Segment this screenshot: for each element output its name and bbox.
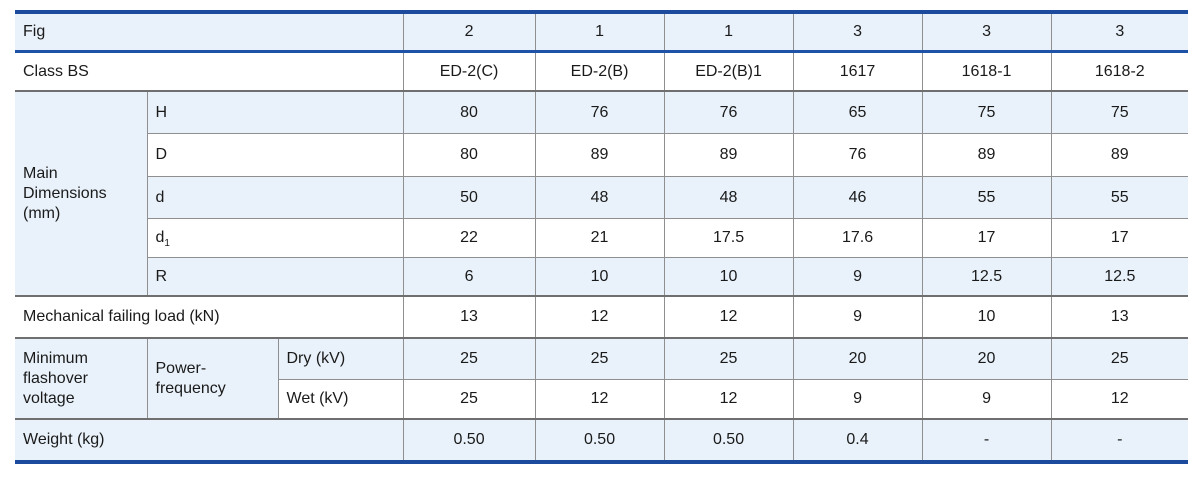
value-cell: 12 [663,296,794,338]
value-cell: 3 [1050,12,1189,52]
value-cell: 20 [792,338,923,380]
table-row-flashover-wet: Wet (kV) 25 12 12 9 9 12 [15,379,1189,419]
param-label-d1-base: d [155,229,165,246]
value-cell: ED-2(B)1 [663,51,794,91]
value-cell: 6 [402,257,536,296]
sub-label-power-frequency: Power-frequency [146,338,278,419]
spec-table: Fig 2 1 1 3 3 3 Class BS ED-2(C) ED-2(B)… [15,10,1189,464]
param-label-d1: d1 [146,218,404,258]
table-row-dim-d-low: d 50 48 48 46 55 55 [15,176,1189,219]
value-cell: 75 [1050,91,1189,134]
value-cell: 21 [534,218,665,258]
value-cell: 20 [921,338,1052,380]
value-cell: 10 [921,296,1052,338]
value-cell: 13 [1050,296,1189,338]
value-cell: 75 [921,91,1052,134]
value-cell: 25 [534,338,665,380]
value-cell: 65 [792,91,923,134]
value-cell: 0.50 [402,419,536,462]
table-row-dim-d-cap: D 80 89 89 76 89 89 [15,133,1189,177]
table-row-fig: Fig 2 1 1 3 3 3 [15,12,1189,52]
value-cell: 12 [534,379,665,419]
value-cell: 10 [534,257,665,296]
table-row-class-bs: Class BS ED-2(C) ED-2(B) ED-2(B)1 1617 1… [15,51,1189,91]
value-cell: 10 [663,257,794,296]
value-cell: 9 [792,296,923,338]
value-cell: 9 [921,379,1052,419]
param-label-dry: Dry (kV) [277,338,404,380]
table-row-weight: Weight (kg) 0.50 0.50 0.50 0.4 - - [15,419,1189,462]
value-cell: 89 [921,133,1052,177]
row-label-class-bs: Class BS [23,62,89,80]
value-cell: - [921,419,1052,462]
value-cell: 76 [663,91,794,134]
value-cell: 50 [402,176,536,219]
value-cell: 12 [1050,379,1189,419]
value-cell: 46 [792,176,923,219]
table-row-flashover-dry: Minimum flashover voltage Power-frequenc… [15,338,1189,419]
value-cell: 0.50 [534,419,665,462]
row-label-mechanical-load: Mechanical failing load (kN) [23,308,220,325]
param-label-r: R [146,257,404,296]
value-cell: 1618-2 [1050,51,1189,91]
value-cell: 12 [663,379,794,419]
value-cell: 76 [792,133,923,177]
value-cell: 25 [1050,338,1189,380]
value-cell: 76 [534,91,665,134]
value-cell: 89 [1050,133,1189,177]
table-row-mechanical-load: Mechanical failing load (kN) 13 12 12 9 … [15,296,1189,338]
value-cell: 80 [402,133,536,177]
value-cell: 17.5 [663,218,794,258]
value-cell: 25 [402,379,536,419]
value-cell: 1617 [792,51,923,91]
value-cell: 89 [534,133,665,177]
row-label-fig: Fig [15,12,404,52]
value-cell: 55 [1050,176,1189,219]
value-cell: 25 [402,338,536,380]
value-cell: 13 [402,296,536,338]
value-cell: 2 [402,12,536,52]
value-cell: 80 [402,91,536,134]
param-label-h: H [146,91,404,134]
table-row-dim-d1: d1 22 21 17.5 17.6 17 17 [15,218,1189,258]
value-cell: 1618-1 [921,51,1052,91]
param-label-d1-subscript: 1 [164,238,170,250]
value-cell: 55 [921,176,1052,219]
value-cell: 1 [663,12,794,52]
param-label-d-cap: D [146,133,404,177]
value-cell: ED-2(B) [534,51,665,91]
value-cell: 12 [534,296,665,338]
value-cell: ED-2(C) [402,51,536,91]
value-cell: 17 [921,218,1052,258]
value-cell: - [1050,419,1189,462]
param-label-d-low: d [146,176,404,219]
value-cell: 3 [792,12,923,52]
value-cell: 48 [663,176,794,219]
value-cell: 1 [534,12,665,52]
value-cell: 48 [534,176,665,219]
value-cell: 0.50 [663,419,794,462]
value-cell: 17 [1050,218,1189,258]
value-cell: 9 [792,257,923,296]
param-label-wet: Wet (kV) [277,379,404,419]
value-cell: 12.5 [921,257,1052,296]
value-cell: 12.5 [1050,257,1189,296]
value-cell: 0.4 [792,419,923,462]
value-cell: 89 [663,133,794,177]
value-cell: 17.6 [792,218,923,258]
row-label-main-dimensions: Main Dimensions (mm) [15,91,147,296]
value-cell: 22 [402,218,536,258]
row-label-weight: Weight (kg) [15,419,404,462]
table-row-dim-h: Main Dimensions (mm) H 80 76 76 65 75 75 [15,91,1189,296]
value-cell: 9 [792,379,923,419]
table-row-dim-r: R 6 10 10 9 12.5 12.5 [15,257,1189,296]
value-cell: 3 [921,12,1052,52]
row-label-flashover: Minimum flashover voltage [15,338,147,419]
value-cell: 25 [663,338,794,380]
